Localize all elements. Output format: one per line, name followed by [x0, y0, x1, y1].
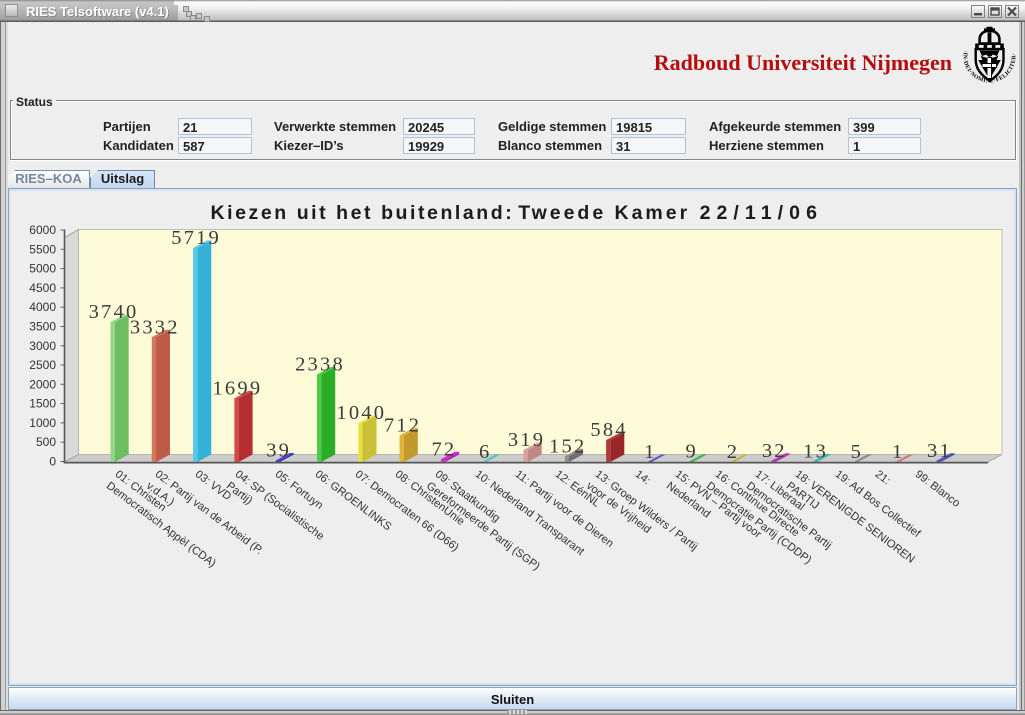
svg-text:3000: 3000	[29, 339, 56, 353]
svg-text:500: 500	[36, 435, 56, 449]
svg-text:1699: 1699	[212, 377, 262, 399]
svg-text:2000: 2000	[29, 377, 56, 391]
svg-text:319: 319	[508, 429, 545, 451]
svg-text:3500: 3500	[29, 320, 56, 334]
svg-text:2: 2	[727, 441, 739, 463]
svg-text:584: 584	[590, 419, 627, 441]
svg-text:1000: 1000	[29, 416, 56, 430]
svg-text:99: Blanco: 99: Blanco	[913, 468, 962, 509]
svg-text:21:: 21:	[873, 468, 893, 487]
svg-text:1: 1	[892, 441, 904, 463]
svg-text:4500: 4500	[29, 281, 56, 295]
svg-text:2338: 2338	[295, 354, 345, 376]
svg-text:14:: 14:	[633, 468, 653, 487]
svg-text:6000: 6000	[29, 223, 56, 237]
svg-text:4000: 4000	[29, 300, 56, 314]
svg-text:5719: 5719	[171, 227, 221, 249]
svg-text:Tweede Kamer: Tweede Kamer	[518, 202, 690, 224]
svg-text:1500: 1500	[29, 397, 56, 411]
svg-text:0: 0	[49, 455, 56, 469]
svg-text:9: 9	[685, 441, 697, 463]
svg-text:5000: 5000	[29, 262, 56, 276]
svg-text:712: 712	[384, 414, 421, 436]
svg-text:39: 39	[266, 440, 291, 462]
svg-text:5500: 5500	[29, 242, 56, 256]
svg-text:Kiezen uit het buitenland:: Kiezen uit het buitenland:	[211, 202, 515, 224]
svg-text:2500: 2500	[29, 358, 56, 372]
svg-text:1: 1	[644, 441, 656, 463]
svg-text:1040: 1040	[336, 402, 386, 424]
svg-text:5: 5	[851, 441, 863, 463]
svg-text:72: 72	[431, 438, 456, 460]
svg-text:13: 13	[803, 441, 828, 463]
svg-text:32: 32	[762, 440, 787, 462]
svg-text:152: 152	[549, 435, 586, 457]
svg-text:22/11/06: 22/11/06	[700, 202, 823, 224]
svg-text:31: 31	[927, 440, 952, 462]
svg-text:3332: 3332	[130, 316, 180, 338]
svg-text:6: 6	[479, 441, 491, 463]
svg-text:3740: 3740	[89, 301, 139, 323]
